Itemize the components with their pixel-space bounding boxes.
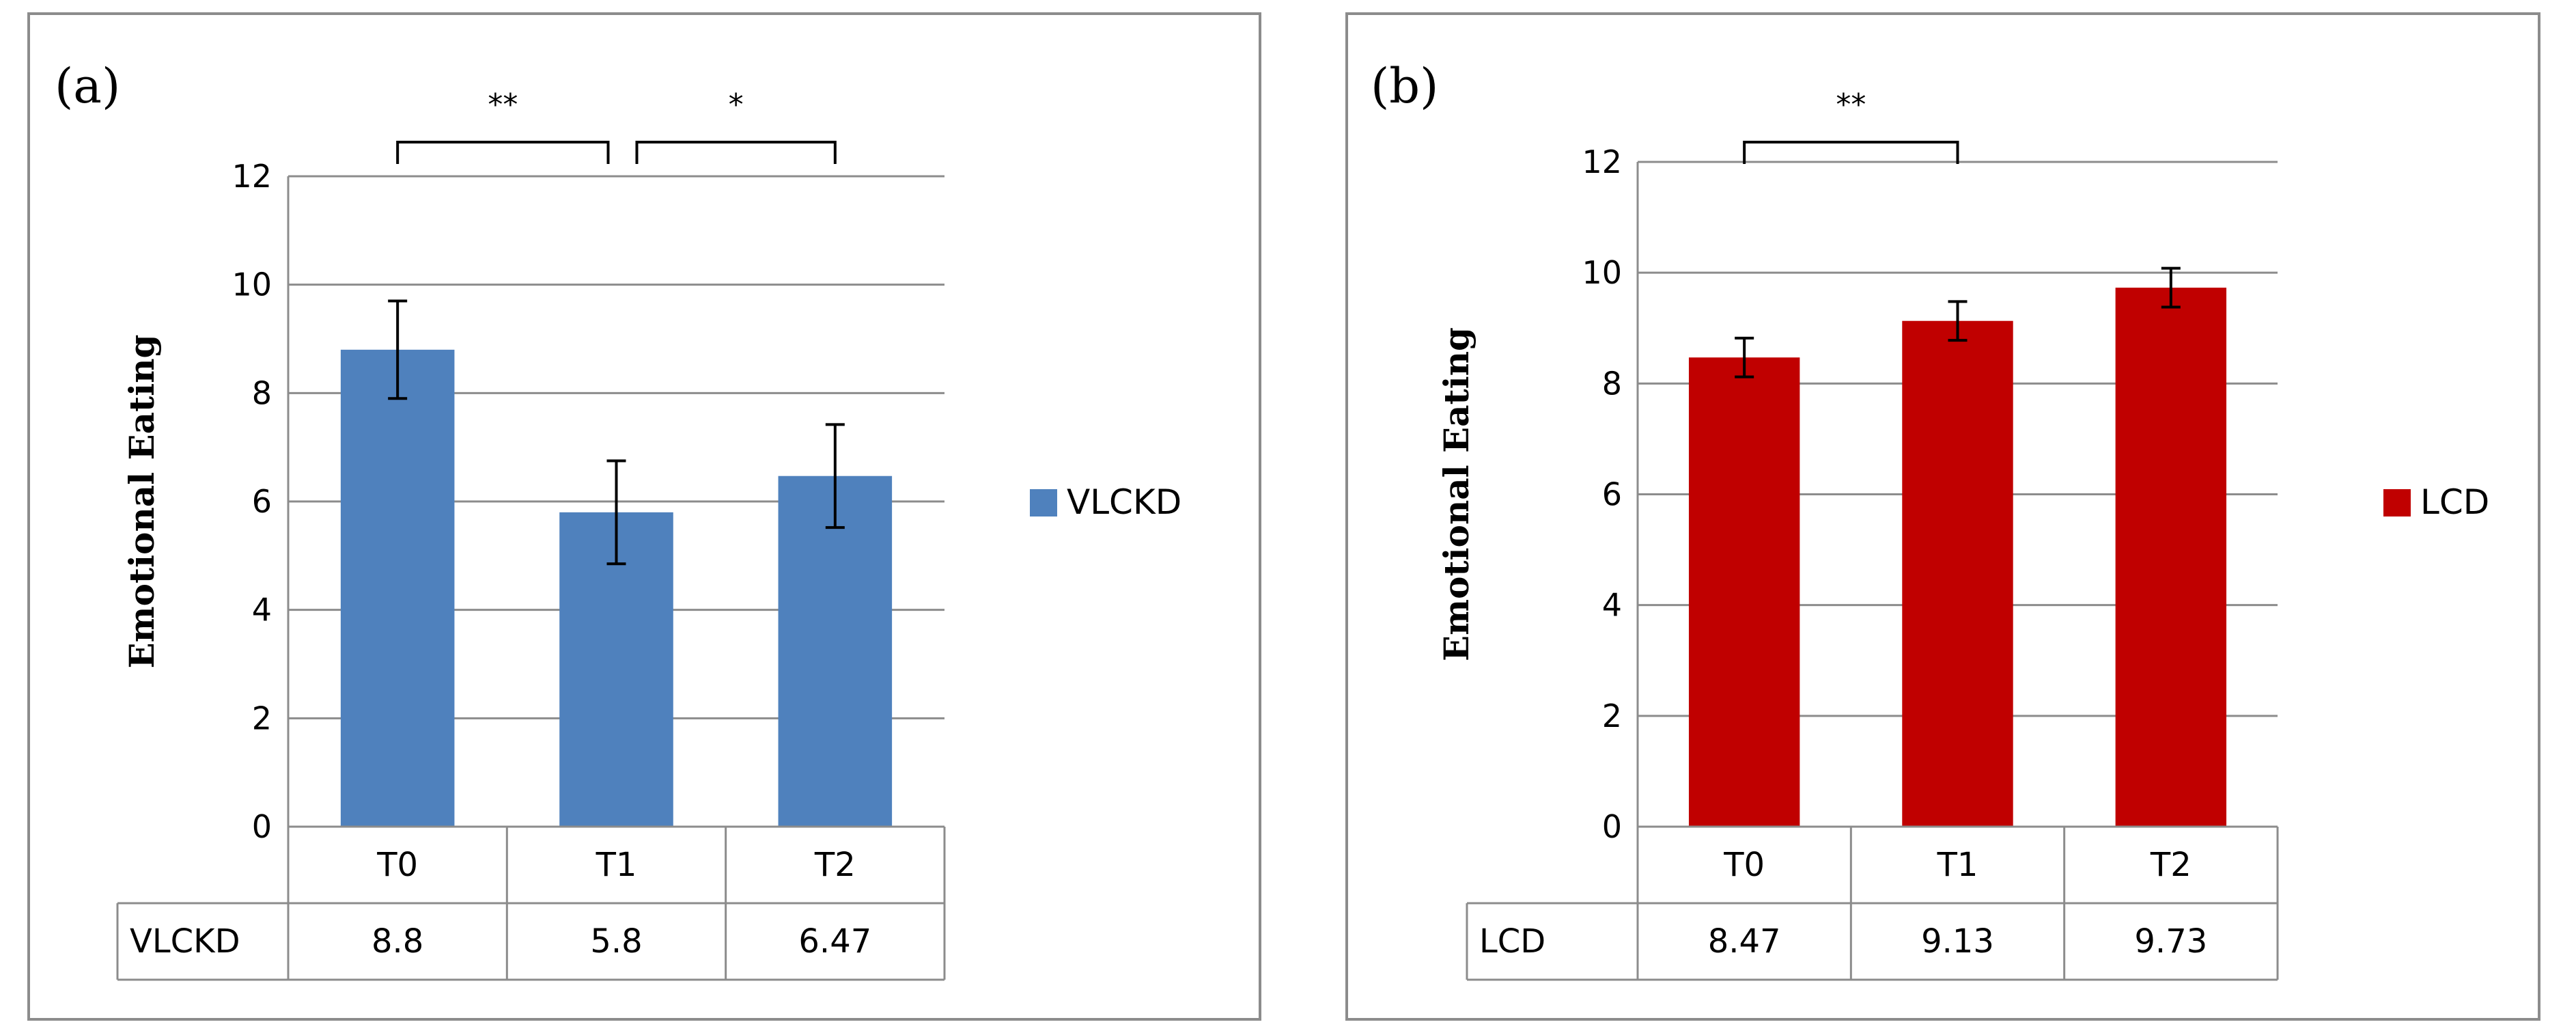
- y-tick-label: 10: [1582, 254, 1622, 291]
- y-tick-label: 12: [232, 158, 272, 195]
- x-category-label: T1: [1937, 846, 1978, 884]
- legend-swatch: [1030, 489, 1057, 516]
- table-value: 8.8: [372, 922, 423, 961]
- panel-label: (a): [55, 58, 120, 114]
- bar-t1: [1902, 320, 2013, 827]
- significance-bracket: [1743, 141, 1959, 164]
- significance-label: *: [729, 87, 744, 122]
- y-tick-label: 6: [1602, 476, 1622, 513]
- x-category-label: T2: [2150, 846, 2192, 884]
- significance-label: **: [1836, 87, 1866, 122]
- legend-swatch: [2383, 489, 2411, 516]
- y-tick-label: 0: [1602, 808, 1622, 845]
- x-category-label: T2: [814, 846, 856, 884]
- y-tick-label: 2: [252, 700, 272, 736]
- chart-panel-b: (b) 0 2 4 6 8 10 12 Emotional Eating T0 T1 T2 LCD 8.4…: [1345, 12, 2540, 1021]
- significance-bracket: [635, 141, 837, 164]
- panel-label: (b): [1371, 58, 1438, 114]
- bar-t0: [1688, 357, 1800, 827]
- table-value: 5.8: [590, 922, 642, 961]
- table-series-name: LCD: [1479, 922, 1545, 961]
- legend-label: LCD: [2420, 482, 2489, 522]
- y-tick-label: 6: [252, 483, 272, 520]
- significance-bracket: [396, 141, 610, 164]
- table-series-name: VLCKD: [130, 922, 240, 961]
- significance-label: **: [488, 87, 518, 122]
- table-value: 6.47: [798, 922, 871, 961]
- x-category-label: T0: [376, 846, 418, 884]
- y-tick-label: 4: [252, 592, 272, 629]
- y-axis-label: Emotional Eating: [122, 335, 162, 669]
- y-tick-label: 4: [1602, 587, 1622, 624]
- table-value: 8.47: [1708, 922, 1781, 961]
- legend-label: VLCKD: [1067, 482, 1181, 522]
- y-tick-label: 12: [1582, 143, 1622, 180]
- bar-t2: [778, 476, 893, 827]
- y-tick-label: 8: [252, 374, 272, 411]
- y-tick-label: 2: [1602, 698, 1622, 734]
- table-value: 9.13: [1921, 922, 1994, 961]
- y-tick-label: 0: [252, 808, 272, 845]
- bar-t0: [340, 349, 455, 827]
- y-tick-label: 10: [232, 266, 272, 303]
- y-tick-label: 8: [1602, 365, 1622, 402]
- x-category-label: T0: [1723, 846, 1765, 884]
- table-value: 9.73: [2134, 922, 2207, 961]
- chart-panel-a: (a) 0 2 4 6 8 10 12 Emotional Eating T0 T1 T2 VLCKD 8…: [27, 12, 1261, 1021]
- x-category-label: T1: [596, 846, 637, 884]
- bar-t2: [2115, 288, 2227, 827]
- y-axis-label: Emotional Eating: [1436, 327, 1476, 661]
